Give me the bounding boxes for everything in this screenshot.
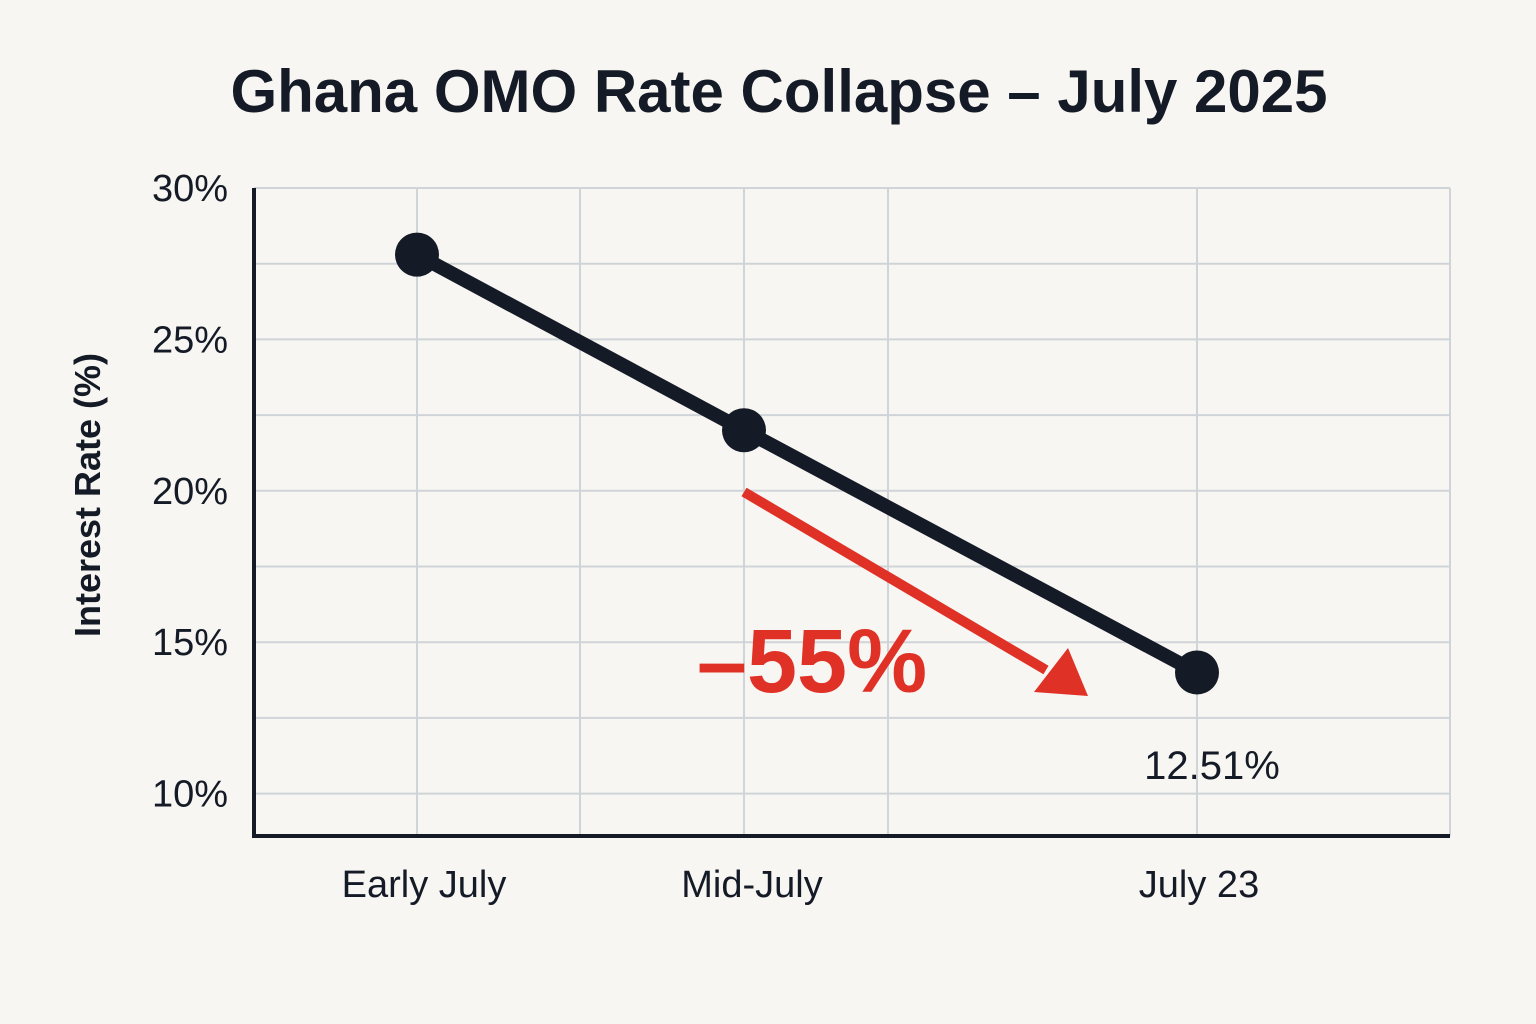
chart-title: Ghana OMO Rate Collapse – July 2025 bbox=[230, 58, 1327, 125]
data-point-2 bbox=[1175, 650, 1219, 695]
grid bbox=[254, 187, 1451, 836]
data-point-1 bbox=[722, 408, 766, 453]
x-ticks: Early July Mid-July July 23 bbox=[342, 864, 1260, 906]
y-ticks: 30% 25% 20% 15% 10% bbox=[152, 168, 228, 816]
x-tick-label-0: Early July bbox=[342, 864, 507, 906]
y-tick-label-4: 10% bbox=[152, 774, 228, 816]
drop-arrow bbox=[741, 487, 1088, 696]
drop-annotation: –55% bbox=[697, 612, 927, 712]
y-tick-label-0: 30% bbox=[152, 168, 228, 210]
arrow-shaft bbox=[741, 487, 1049, 675]
data-label-july-23: 12.51% bbox=[1144, 744, 1280, 788]
x-tick-label-1: Mid-July bbox=[681, 864, 822, 906]
data-point-0 bbox=[395, 232, 439, 277]
series-line bbox=[410, 247, 1204, 680]
axes bbox=[252, 188, 1450, 838]
series bbox=[395, 232, 1219, 695]
y-axis-label: Interest Rate (%) bbox=[67, 353, 108, 637]
y-tick-label-2: 20% bbox=[152, 471, 228, 513]
x-tick-label-2: July 23 bbox=[1139, 864, 1259, 906]
y-tick-label-1: 25% bbox=[152, 319, 228, 361]
arrow-head bbox=[1034, 648, 1088, 696]
y-tick-label-3: 15% bbox=[152, 622, 228, 664]
